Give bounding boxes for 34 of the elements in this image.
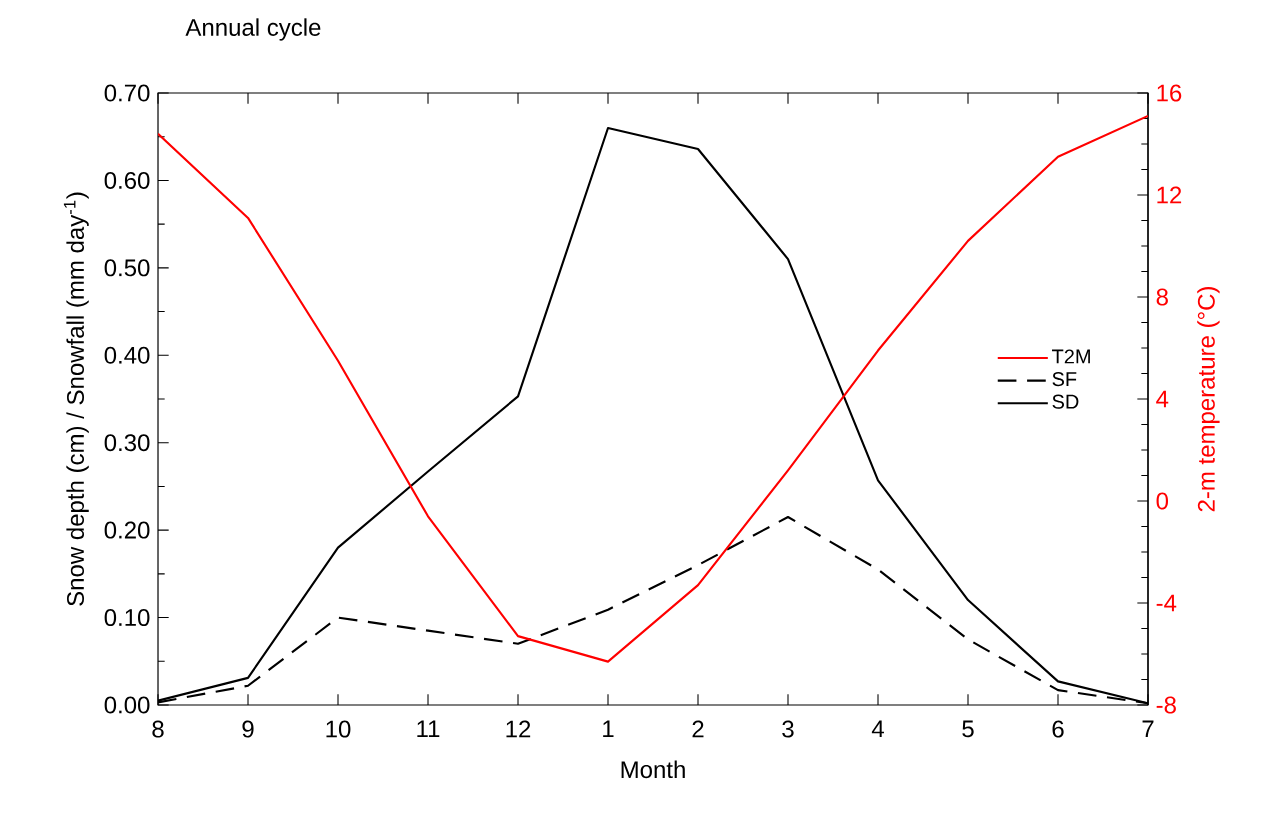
- legend-label: T2M: [1052, 349, 1090, 364]
- x-tick-label: 4: [871, 720, 884, 738]
- y2-tick-label: 4: [1156, 390, 1169, 408]
- x-tick-label: 1: [603, 720, 614, 738]
- y-tick-label: 0.00: [104, 696, 150, 714]
- x-tick-label: 10: [326, 720, 351, 738]
- y-tick-label: 0.40: [104, 346, 150, 364]
- y-tick-label: 0.20: [104, 521, 150, 539]
- x-tick-label: 12: [506, 720, 531, 738]
- y2-tick-label: -4: [1156, 594, 1177, 612]
- x-tick-label: 8: [152, 720, 164, 738]
- chart-title: Annual cycle: [185, 18, 321, 41]
- legend-label: SF: [1052, 371, 1077, 387]
- y-axis-title: Snow depth (cm) / Snowfall (mm day$^{-1}$): [63, 192, 89, 606]
- y2-tick-label: 16: [1157, 84, 1182, 102]
- x-tick-label: 7: [1142, 720, 1154, 738]
- legend-label: SD: [1052, 394, 1079, 409]
- y2-tick-label: -8: [1156, 696, 1176, 714]
- x-tick-label: 11: [417, 720, 440, 738]
- x-tick-label: 5: [962, 720, 974, 738]
- y-tick-label: 0.70: [104, 84, 150, 102]
- x-tick-label: 9: [242, 720, 254, 738]
- y-tick-label: 0.10: [104, 609, 150, 627]
- x-tick-label: 3: [782, 720, 794, 738]
- x-tick-label: 6: [1052, 720, 1064, 738]
- y2-tick-label: 0: [1156, 492, 1169, 510]
- x-axis-title: Month: [621, 760, 685, 779]
- y2-tick-label: 12: [1157, 186, 1182, 204]
- y2-axis-title: 2-m temperature (°C): [1197, 287, 1220, 512]
- x-tick-label: 2: [692, 720, 704, 738]
- y-tick-label: 0.60: [104, 171, 150, 189]
- y-tick-label: 0.30: [104, 434, 150, 452]
- y-tick-label: 0.50: [104, 259, 150, 277]
- y2-tick-label: 8: [1156, 288, 1168, 306]
